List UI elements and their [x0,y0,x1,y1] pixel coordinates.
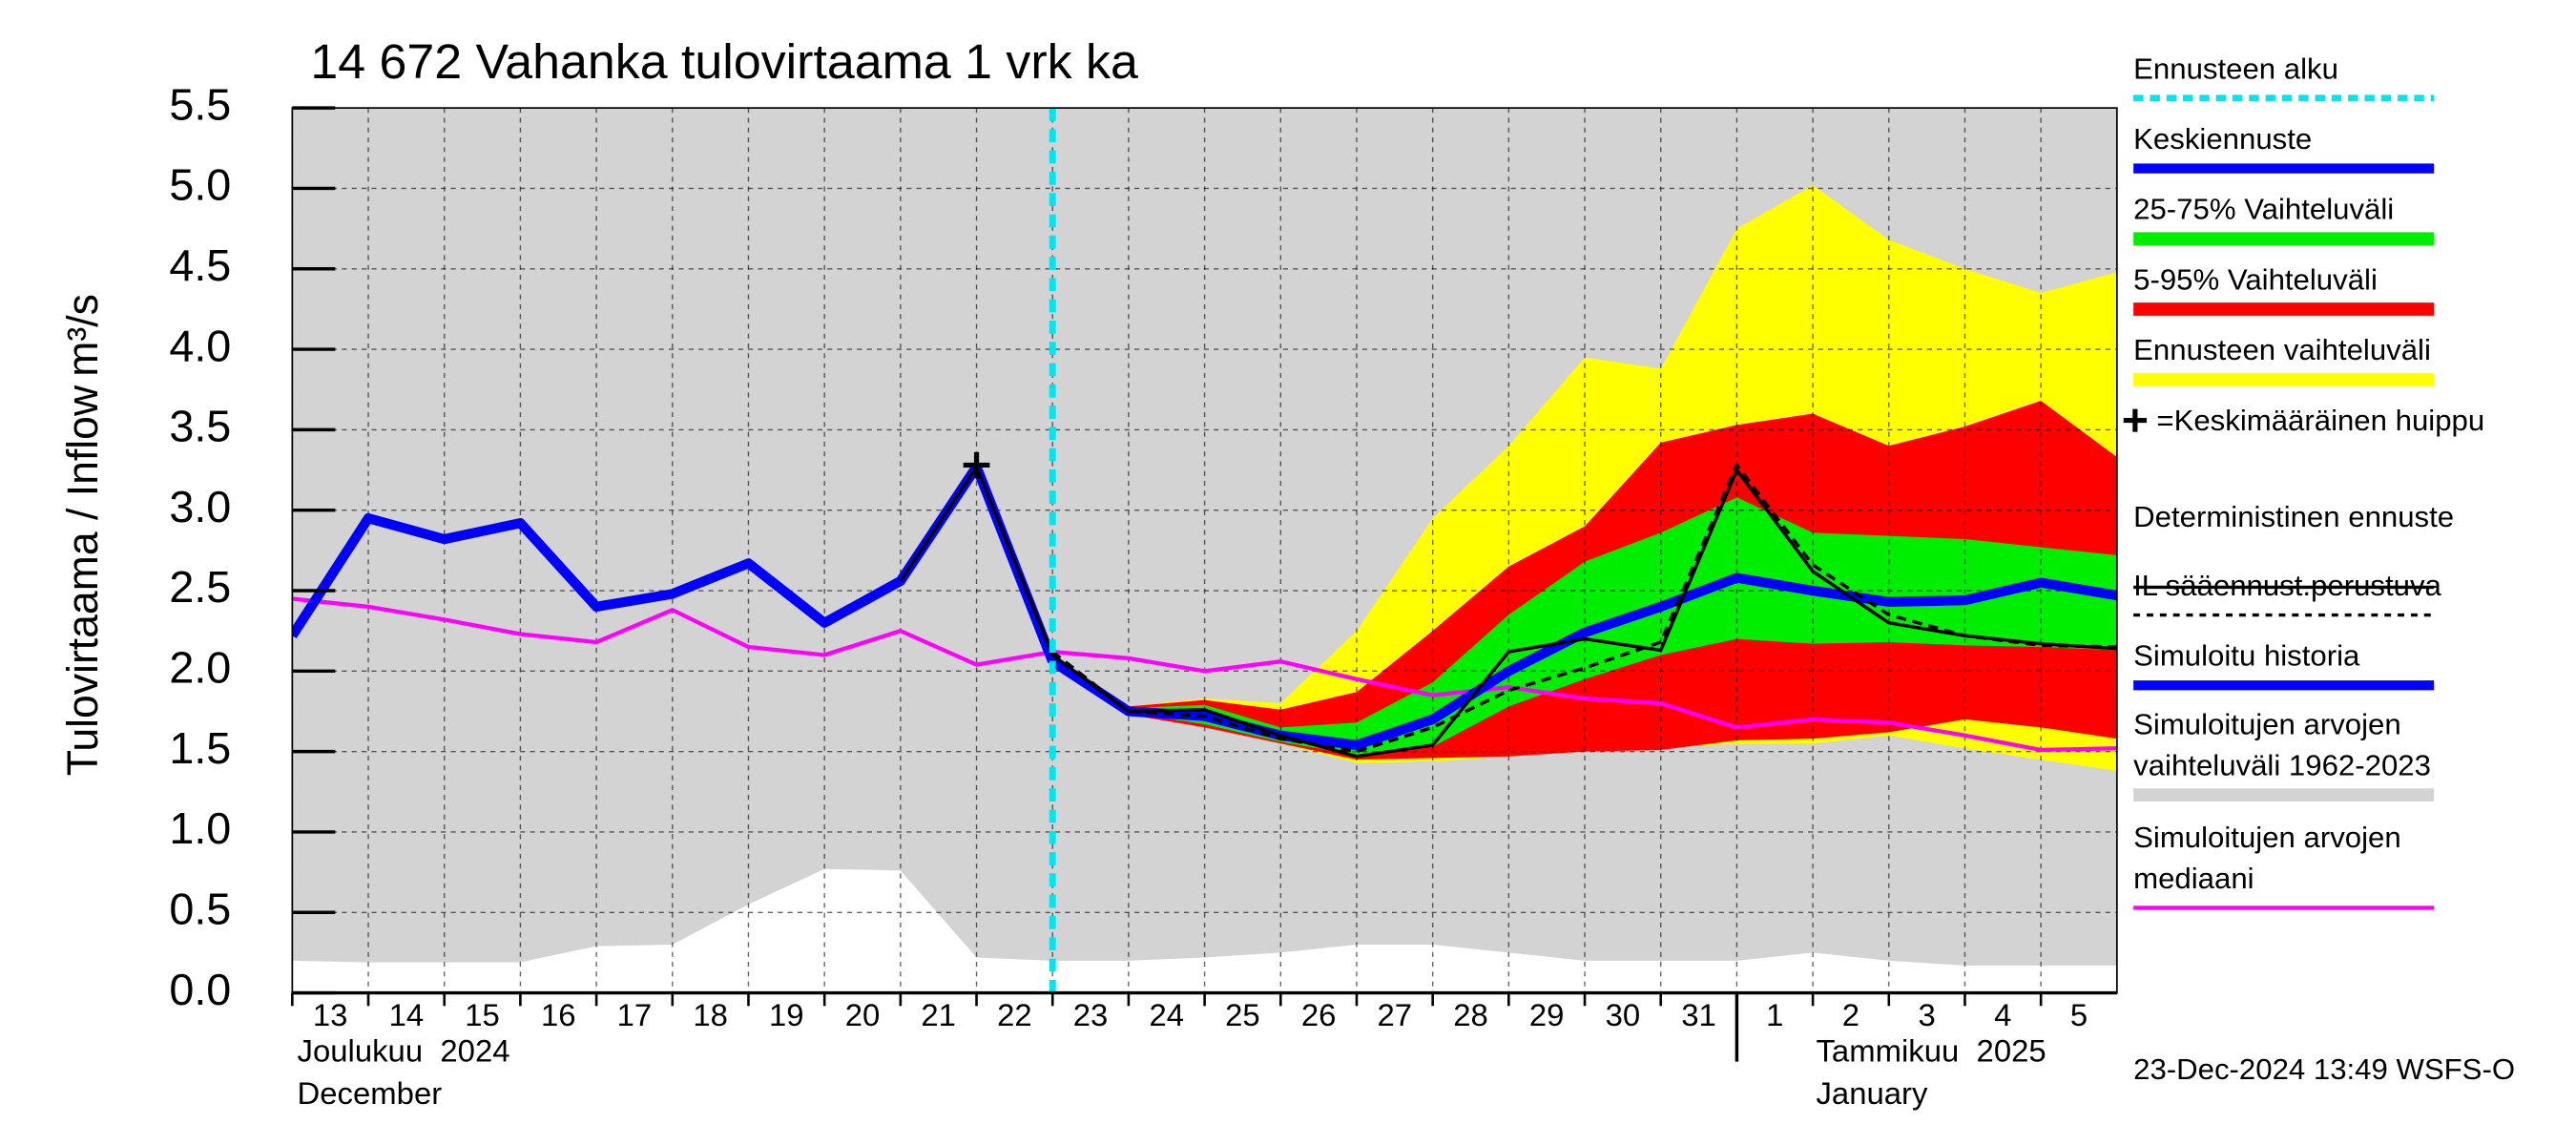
y-tick-label: 0.5 [169,885,231,934]
y-axis-unit: m³/s [59,294,107,377]
legend-entry: Deterministinen ennuste [2133,500,2455,533]
x-tick-label: 1 [1766,997,1783,1032]
legend-label: IL sääennust.perustuva [2133,569,2441,602]
series-line [1051,463,2117,754]
x-tick-label: 19 [769,997,804,1032]
month-label: Joulukuu 2024 [298,1033,510,1069]
series-line [899,465,2117,759]
peak-marker [963,451,990,479]
legend-entry: Ennusteen vaihteluväli [2133,333,2431,366]
legend-entry: Ennusteen alku [2133,52,2338,86]
legend-entry: Keskiennuste [2133,122,2313,156]
y-tick-label: 1.0 [169,803,231,853]
y-tick-label: 5.5 [169,80,231,130]
x-tick-label: 27 [1378,997,1413,1032]
chart-title: 14 672 Vahanka tulovirtaama 1 vrk ka [310,33,1138,89]
y-axis-label: Tulovirtaama / Inflow [59,385,107,776]
month-label-en: December [298,1075,443,1111]
x-tick-label: 2 [1842,997,1859,1032]
legend-entry: Simuloitujen arvojen mediaani [2133,821,2401,895]
series-line [292,596,2117,753]
x-tick-label: 13 [313,997,348,1032]
x-tick-label: 3 [1918,997,1935,1032]
x-tick-label: 18 [693,997,728,1032]
month-label-en: January [1816,1075,1928,1111]
legend-label: =Keskimääräinen huippu [2156,404,2485,437]
x-tick-label: 25 [1225,997,1260,1032]
y-tick-label: 3.0 [169,482,231,531]
range-band [1052,497,2117,756]
y-tick-label: 5.0 [169,160,231,210]
x-tick-label: 26 [1301,997,1337,1032]
x-tick-label: 17 [617,997,653,1032]
x-tick-label: 21 [921,997,956,1032]
x-tick-label: 20 [845,997,881,1032]
legend-entry: Simuloitujen arvojen vaihteluväli 1962-2… [2133,708,2431,782]
legend-entry: 25-75% Vaihteluväli [2133,193,2395,226]
x-tick-label: 23 [1073,997,1109,1032]
legend-label: Ennusteen vaihteluväli [2133,333,2431,366]
legend-swatch [2123,408,2147,432]
x-tick-label: 5 [2070,997,2088,1032]
y-tick-label: 1.5 [169,723,231,773]
x-tick-label: 16 [541,997,576,1032]
legend-entry: Simuloitu historia [2133,639,2360,673]
plot [292,108,2117,993]
y-tick-label: 2.5 [169,562,231,612]
legend-label: Ennusteen alku [2133,52,2338,86]
x-tick-label: 28 [1453,997,1488,1032]
y-tick-label: 0.0 [169,965,231,1014]
y-tick-label: 3.5 [169,402,231,451]
timestamp: 23-Dec-2024 13:49 WSFS-O [2133,1052,2515,1086]
y-tick-label: 2.0 [169,643,231,693]
legend-entry: 5-95% Vaihteluväli [2133,263,2378,297]
y-tick-label: 4.0 [169,322,231,371]
legend-entry: IL sääennust.perustuva [2133,569,2441,602]
legend-label: Simuloitujen arvojen vaihteluväli 1962-2… [2133,708,2431,782]
legend-label: Simuloitujen arvojen mediaani [2133,821,2401,895]
month-label: Tammikuu 2025 [1816,1033,2046,1069]
x-tick-label: 31 [1681,997,1716,1032]
x-tick-label: 15 [465,997,500,1032]
x-tick-label: 30 [1606,997,1641,1032]
x-tick-label: 14 [389,997,425,1032]
legend-label: Keskiennuste [2133,122,2313,156]
legend-label: Deterministinen ennuste [2133,500,2455,533]
x-tick-label: 4 [1994,997,2011,1032]
y-tick-label: 4.5 [169,240,231,290]
x-tick-label: 24 [1149,997,1184,1032]
x-tick-label: 29 [1529,997,1565,1032]
legend-label: 5-95% Vaihteluväli [2133,263,2378,297]
legend-label: 25-75% Vaihteluväli [2133,193,2395,226]
x-tick-label: 22 [997,997,1032,1032]
legend-label: Simuloitu historia [2133,639,2360,673]
legend-entry: =Keskimääräinen huippu [2156,404,2485,437]
